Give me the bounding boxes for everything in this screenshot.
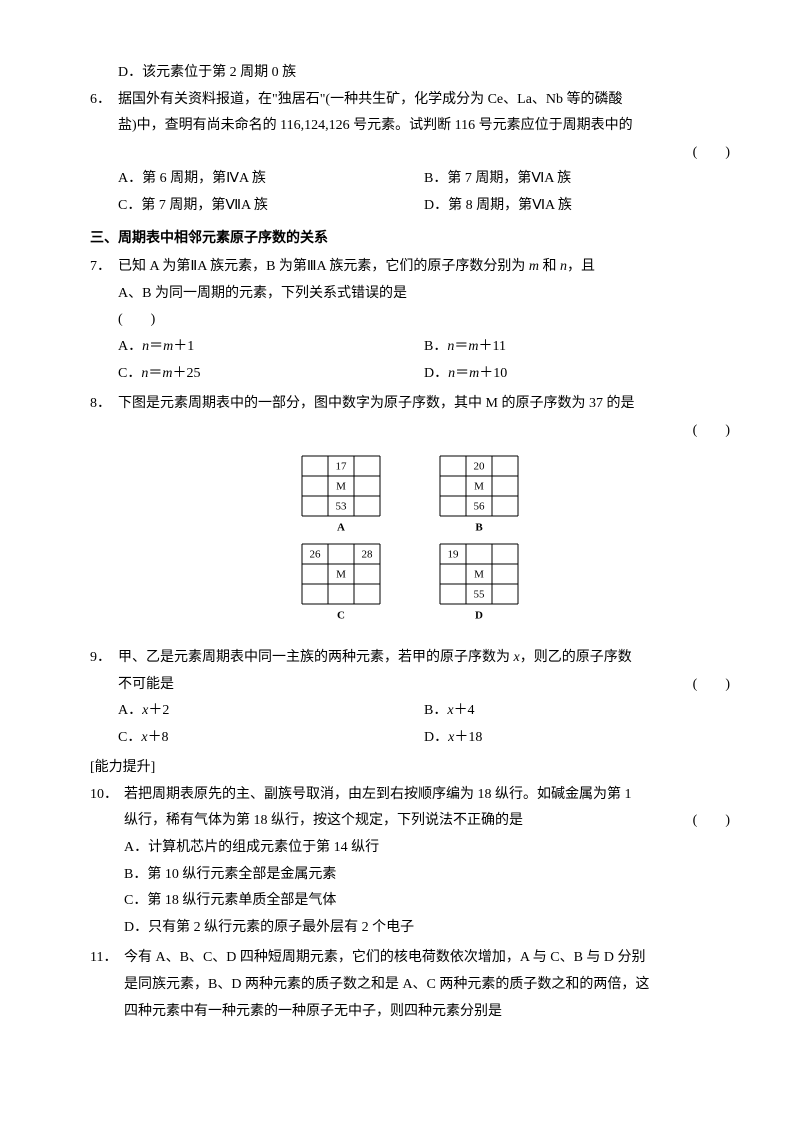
q10-optB: B．第 10 纵行元素全部是金属元素: [90, 862, 730, 889]
periodic-fragment-svg: 17 M 53 20 M 56 A B 26 28 M 19 M 55 C D: [247, 454, 573, 628]
q9-optD: D．x＋18: [424, 725, 730, 752]
svg-text:M: M: [474, 481, 484, 493]
q10-num: 10．: [90, 782, 124, 809]
q6-line2: 盐)中，查明有尚未命名的 116,124,126 号元素。试判断 116 号元素…: [90, 113, 730, 140]
q10-optD: D．只有第 2 纵行元素的原子最外层有 2 个电子: [90, 915, 730, 942]
q9-paren: ( ): [693, 672, 730, 699]
svg-text:53: 53: [336, 501, 348, 513]
svg-text:M: M: [336, 569, 346, 581]
q6-num: 6．: [90, 87, 118, 114]
q7-optA: A．n＝m＋1: [118, 334, 424, 361]
q11-line1: 今有 A、B、C、D 四种短周期元素，它们的核电荷数依次增加，A 与 C、B 与…: [124, 945, 730, 972]
q7-paren: ( ): [90, 307, 730, 334]
q6-optC: C．第 7 周期，第ⅦA 族: [118, 193, 424, 220]
svg-text:B: B: [475, 522, 483, 534]
q6-optB: B．第 7 周期，第ⅥA 族: [424, 166, 730, 193]
q6-optA: A．第 6 周期，第ⅣA 族: [118, 166, 424, 193]
q9-num: 9．: [90, 645, 118, 672]
q10-paren: ( ): [693, 808, 730, 835]
q7-line2: A、B 为同一周期的元素，下列关系式错误的是: [90, 281, 730, 308]
svg-text:55: 55: [474, 589, 486, 601]
ability-heading: [能力提升]: [90, 755, 730, 782]
q10-line1: 若把周期表原先的主、副族号取消，由左到右按顺序编为 18 纵行。如碱金属为第 1: [124, 782, 730, 809]
question-6: 6． 据国外有关资料报道，在"独居石"(一种共生矿，化学成分为 Ce、La、Nb…: [90, 87, 730, 220]
svg-text:17: 17: [336, 461, 348, 473]
q7-optD: D．n＝m＋10: [424, 361, 730, 388]
q7-num: 7．: [90, 254, 118, 281]
svg-text:M: M: [474, 569, 484, 581]
q11-line2: 是同族元素，B、D 两种元素的质子数之和是 A、C 两种元素的质子数之和的两倍，…: [90, 972, 730, 999]
q11-num: 11．: [90, 945, 124, 972]
section-3-heading: 三、周期表中相邻元素原子序数的关系: [90, 226, 730, 253]
q6-optD: D．第 8 周期，第ⅥA 族: [424, 193, 730, 220]
svg-text:M: M: [336, 481, 346, 493]
q8-diagram: 17 M 53 20 M 56 A B 26 28 M 19 M 55 C D: [90, 454, 730, 639]
svg-text:56: 56: [474, 501, 486, 513]
svg-text:20: 20: [474, 461, 486, 473]
q5-optD: D．该元素位于第 2 周期 0 族: [90, 60, 730, 87]
q7-optB: B．n＝m＋11: [424, 334, 730, 361]
q6-paren: ( ): [693, 140, 730, 167]
q10-line2: 纵行，稀有气体为第 18 纵行，按这个规定，下列说法不正确的是( ): [90, 808, 730, 835]
svg-text:D: D: [475, 610, 483, 622]
q9-optB: B．x＋4: [424, 698, 730, 725]
q8-num: 8．: [90, 391, 118, 418]
q8-line1: 下图是元素周期表中的一部分，图中数字为原子序数，其中 M 的原子序数为 37 的…: [118, 391, 730, 418]
q7-line1: 已知 A 为第ⅡA 族元素，B 为第ⅢA 族元素，它们的原子序数分别为 m 和 …: [118, 254, 730, 281]
q9-line1: 甲、乙是元素周期表中同一主族的两种元素，若甲的原子序数为 x，则乙的原子序数: [118, 645, 730, 672]
question-7: 7． 已知 A 为第ⅡA 族元素，B 为第ⅢA 族元素，它们的原子序数分别为 m…: [90, 254, 730, 387]
q11-line3: 四种元素中有一种元素的一种原子无中子，则四种元素分别是: [90, 999, 730, 1026]
svg-text:28: 28: [362, 549, 374, 561]
svg-text:A: A: [337, 522, 345, 534]
svg-text:C: C: [337, 610, 345, 622]
q10-optC: C．第 18 纵行元素单质全部是气体: [90, 888, 730, 915]
q9-optC: C．x＋8: [118, 725, 424, 752]
q9-optA: A．x＋2: [118, 698, 424, 725]
question-10: 10． 若把周期表原先的主、副族号取消，由左到右按顺序编为 18 纵行。如碱金属…: [90, 782, 730, 942]
question-11: 11． 今有 A、B、C、D 四种短周期元素，它们的核电荷数依次增加，A 与 C…: [90, 945, 730, 1025]
question-8: 8． 下图是元素周期表中的一部分，图中数字为原子序数，其中 M 的原子序数为 3…: [90, 391, 730, 639]
q8-paren: ( ): [693, 418, 730, 445]
question-9: 9． 甲、乙是元素周期表中同一主族的两种元素，若甲的原子序数为 x，则乙的原子序…: [90, 645, 730, 751]
q10-optA: A．计算机芯片的组成元素位于第 14 纵行: [90, 835, 730, 862]
q7-optC: C．n＝m＋25: [118, 361, 424, 388]
q6-line1: 据国外有关资料报道，在"独居石"(一种共生矿，化学成分为 Ce、La、Nb 等的…: [118, 87, 730, 114]
svg-text:19: 19: [448, 549, 460, 561]
q9-line2: 不可能是( ): [90, 672, 730, 699]
svg-text:26: 26: [310, 549, 322, 561]
